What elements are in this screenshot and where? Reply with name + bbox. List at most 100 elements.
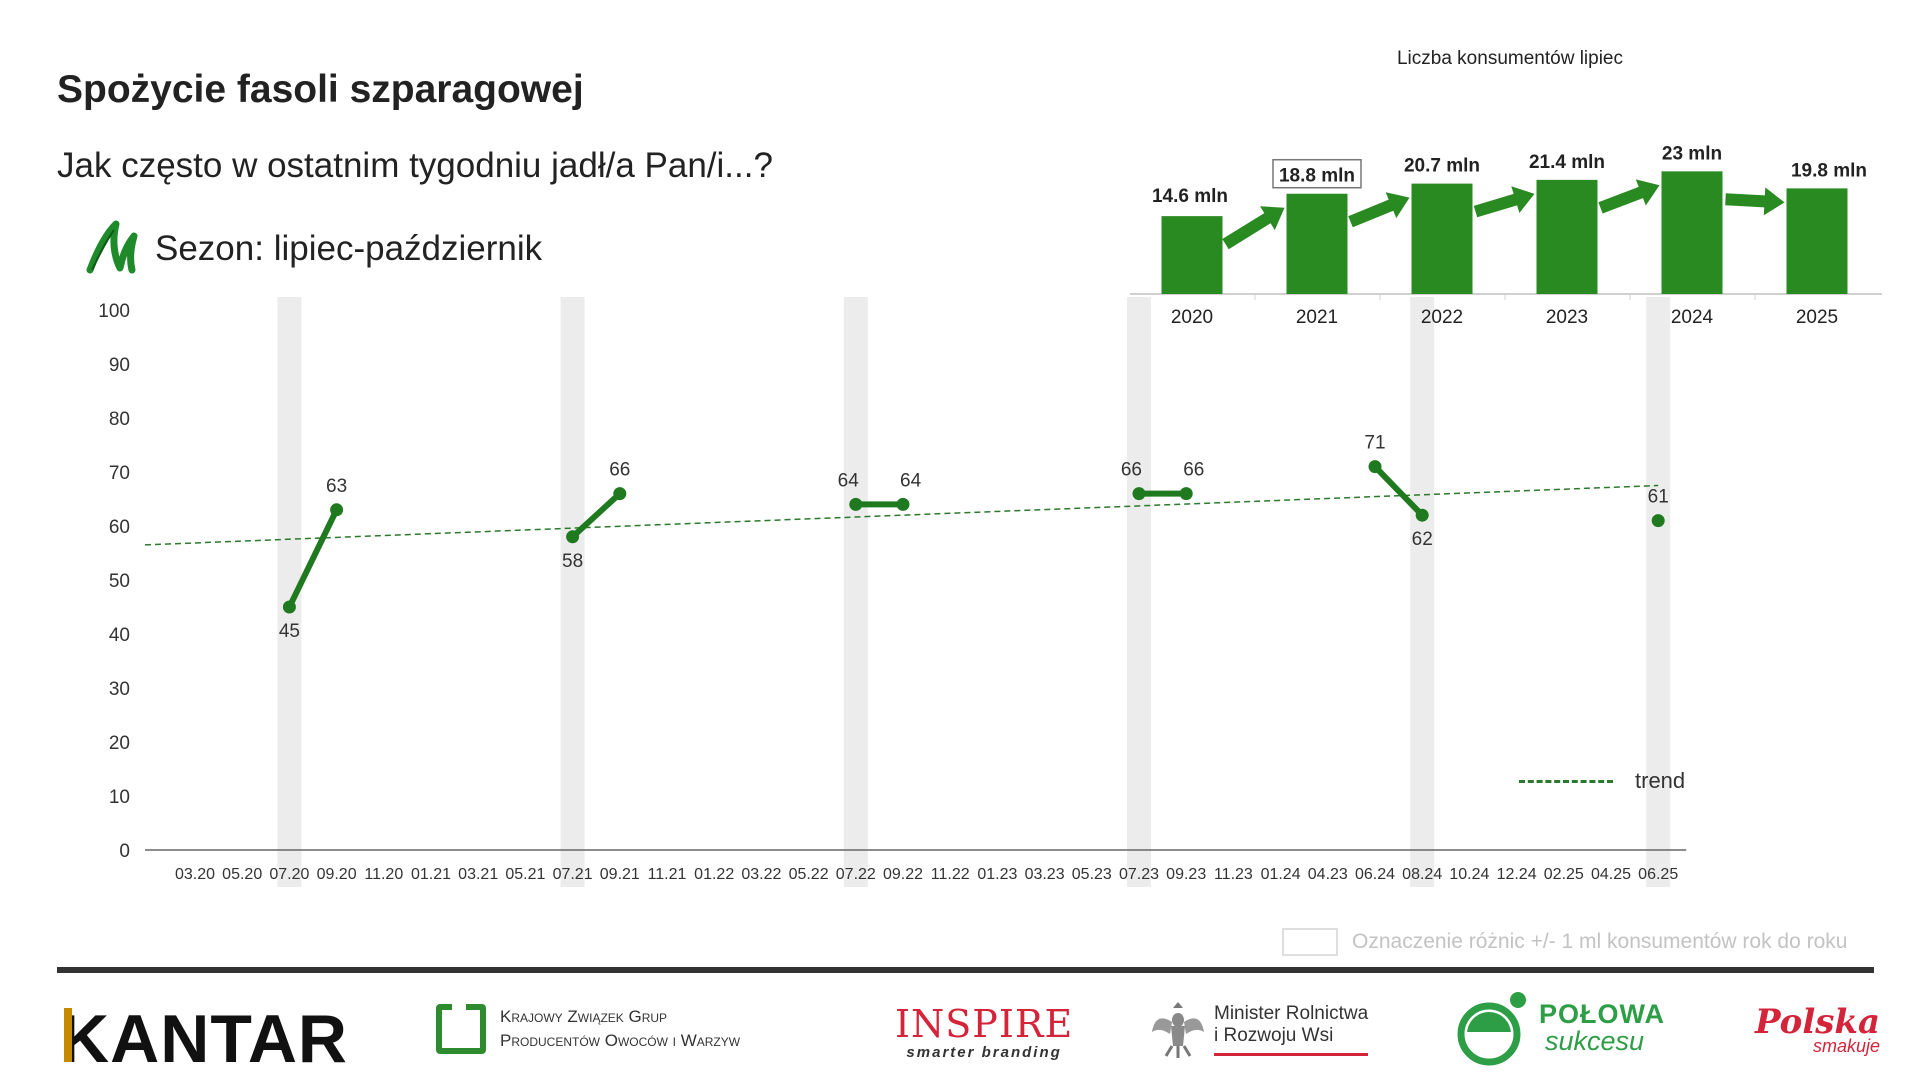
page-title: Spożycie fasoli szparagowej bbox=[57, 68, 584, 111]
polowa-sukcesu-logo: POŁOWA sukcesu bbox=[1455, 990, 1665, 1066]
difference-legend: Oznaczenie różnic +/- 1 ml konsumentów r… bbox=[1282, 928, 1847, 956]
consumer-bar bbox=[1661, 171, 1723, 294]
season-label: Sezon: lipiec-październik bbox=[155, 229, 543, 268]
consumer-bar bbox=[1411, 183, 1473, 294]
inset-x-tick-label: 2024 bbox=[1671, 307, 1714, 328]
x-tick-label: 04.25 bbox=[1591, 866, 1631, 883]
y-tick-label: 100 bbox=[98, 301, 130, 322]
y-tick-label: 70 bbox=[109, 463, 130, 484]
x-tick-label: 05.20 bbox=[222, 866, 262, 883]
trend-arrow-icon bbox=[1222, 206, 1285, 250]
kzgp-logo-icon bbox=[436, 1004, 486, 1054]
season-highlight-band bbox=[1410, 297, 1435, 887]
x-tick-label: 05.22 bbox=[789, 866, 829, 883]
data-label: 64 bbox=[900, 470, 922, 491]
consumer-bar bbox=[1536, 179, 1598, 294]
ministry-logo: Minister Rolnictwa i Rozwoju Wsi bbox=[1150, 998, 1369, 1060]
data-label: 45 bbox=[279, 621, 300, 642]
y-tick-label: 10 bbox=[109, 787, 130, 808]
polowa-sukcesu-icon bbox=[1457, 992, 1526, 1066]
polska-logo-line1: Polska bbox=[1755, 1002, 1880, 1042]
data-label: 61 bbox=[1648, 487, 1669, 508]
inset-chart-title: Liczba konsumentów lipiec bbox=[1396, 48, 1623, 69]
bar-value-label: 23 mln bbox=[1662, 143, 1722, 164]
data-label: 64 bbox=[838, 470, 860, 491]
consumer-bar bbox=[1286, 193, 1348, 294]
data-point bbox=[849, 497, 863, 511]
x-tick-label: 12.24 bbox=[1497, 866, 1537, 883]
eagle-emblem-icon bbox=[1152, 1002, 1204, 1058]
x-tick-label: 06.24 bbox=[1355, 866, 1395, 883]
season-highlight-band bbox=[1127, 297, 1151, 887]
x-tick-label: 06.25 bbox=[1638, 866, 1678, 883]
y-tick-label: 50 bbox=[109, 571, 130, 592]
x-tick-label: 08.24 bbox=[1402, 866, 1442, 883]
y-tick-label: 40 bbox=[109, 625, 130, 646]
kantar-logo-accent bbox=[64, 1008, 72, 1062]
polowa-logo-line2: sukcesu bbox=[1545, 1026, 1645, 1056]
season-line-segment bbox=[1372, 463, 1426, 519]
x-tick-label: 11.23 bbox=[1214, 866, 1253, 883]
trend-legend-swatch bbox=[1519, 779, 1613, 783]
x-tick-label: 11.22 bbox=[931, 866, 970, 883]
season-line-segment bbox=[286, 506, 340, 610]
data-point bbox=[1368, 460, 1382, 474]
consumer-bar bbox=[1786, 188, 1848, 294]
x-tick-label: 09.22 bbox=[883, 866, 923, 883]
x-tick-label: 03.22 bbox=[741, 866, 781, 883]
x-tick-label: 04.23 bbox=[1308, 866, 1348, 883]
value-label-box bbox=[1272, 158, 1362, 189]
data-point bbox=[282, 600, 296, 614]
bar-value-label: 20.7 mln bbox=[1404, 156, 1480, 177]
x-tick-label: 11.21 bbox=[648, 866, 687, 883]
trend-arrow-icon bbox=[1348, 192, 1410, 228]
trend-arrow-icon bbox=[1598, 179, 1660, 214]
data-label: 62 bbox=[1412, 529, 1433, 550]
data-point bbox=[1415, 508, 1429, 522]
season-highlight-band bbox=[843, 297, 868, 887]
y-tick-label: 30 bbox=[109, 679, 130, 700]
y-tick-label: 20 bbox=[109, 733, 130, 754]
kzgp-logo: Krajowy Związek Grup Producentów Owoców … bbox=[436, 1004, 740, 1054]
data-point bbox=[566, 530, 580, 544]
x-tick-label: 01.24 bbox=[1261, 866, 1301, 883]
data-point bbox=[613, 487, 627, 501]
x-tick-label: 03.21 bbox=[458, 866, 498, 883]
season-line-segment bbox=[569, 490, 623, 540]
data-label: 58 bbox=[562, 551, 583, 572]
inset-x-tick-label: 2025 bbox=[1796, 307, 1838, 328]
y-tick-label: 80 bbox=[109, 409, 130, 430]
x-tick-label: 11.20 bbox=[364, 866, 403, 883]
data-label: 66 bbox=[1183, 460, 1204, 481]
inspire-logo: INSPIRE smarter branding bbox=[895, 1002, 1073, 1061]
inset-x-tick-label: 2021 bbox=[1296, 307, 1338, 328]
trend-legend: trend bbox=[1519, 768, 1685, 794]
footer-divider bbox=[57, 967, 1874, 973]
data-point bbox=[1132, 487, 1146, 501]
data-point bbox=[330, 503, 344, 517]
x-tick-label: 07.23 bbox=[1119, 866, 1159, 883]
x-tick-label: 09.21 bbox=[600, 866, 640, 883]
season-leaf-icon bbox=[86, 220, 138, 274]
bar-value-label: 19.8 mln bbox=[1791, 160, 1867, 181]
ministry-logo-line1: Minister Rolnictwa bbox=[1214, 1002, 1369, 1024]
kzgp-logo-line2: Producentów Owoców i Warzyw bbox=[500, 1031, 741, 1050]
bar-value-label: 14.6 mln bbox=[1152, 186, 1228, 207]
kantar-logo: KANTAR bbox=[60, 1001, 349, 1077]
ministry-logo-line2: i Rozwoju Wsi bbox=[1214, 1024, 1334, 1046]
inset-x-tick-label: 2020 bbox=[1171, 307, 1213, 328]
polska-smakuje-logo: Polska smakuje bbox=[1755, 1002, 1880, 1057]
inspire-logo-main: INSPIRE bbox=[895, 1002, 1074, 1046]
x-tick-label: 05.21 bbox=[505, 866, 545, 883]
line-chart: 0 10 20 30 40 50 60 70 80 90 100 03.20 05.20 07.20 09.… bbox=[98, 297, 1687, 887]
x-tick-label: 01.23 bbox=[977, 866, 1017, 883]
x-tick-label: 05.23 bbox=[1072, 866, 1112, 883]
trend-arrow-icon bbox=[1473, 186, 1535, 218]
x-tick-label: 09.23 bbox=[1166, 866, 1206, 883]
bar-chart: 2020 14.6 mln 2021 18.8 mln 2022 20.7 mln 2023… bbox=[1130, 143, 1882, 328]
x-tick-label: 03.20 bbox=[175, 866, 215, 883]
data-label: 66 bbox=[1121, 460, 1142, 481]
inset-x-tick-label: 2023 bbox=[1546, 307, 1588, 328]
trend-legend-label: trend bbox=[1635, 768, 1686, 793]
polowa-logo-line1: POŁOWA bbox=[1539, 999, 1665, 1029]
